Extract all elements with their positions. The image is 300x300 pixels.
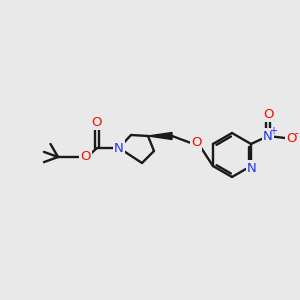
Text: N: N [247,161,257,175]
Text: N: N [263,130,273,142]
Text: -: - [294,128,298,138]
Text: +: + [269,126,277,136]
Text: O: O [286,131,296,145]
Text: O: O [92,116,102,128]
Text: O: O [263,107,273,121]
Text: O: O [80,151,91,164]
Polygon shape [148,133,172,140]
Text: O: O [191,136,201,149]
Text: N: N [114,142,124,154]
